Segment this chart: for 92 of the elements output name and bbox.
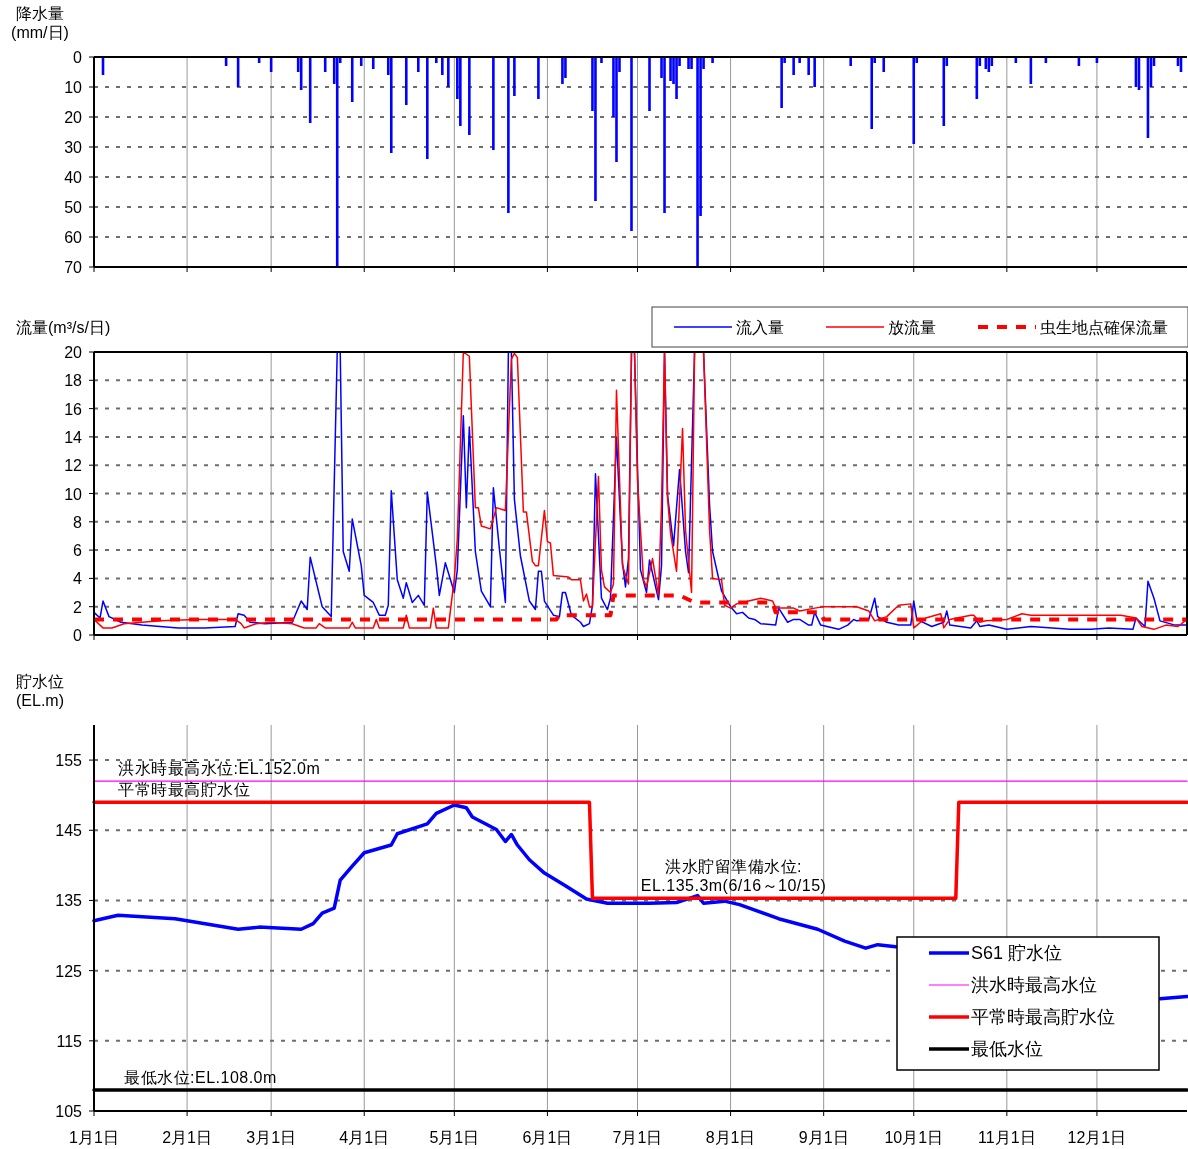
bar [507,57,510,213]
x-tick-label: 1月1日 [69,1129,119,1146]
y-tick-label: 125 [55,962,83,980]
y-tick-label: 0 [73,627,83,644]
legend-label: S61 貯水位 [971,943,1063,963]
y-tick-label: 8 [73,513,83,531]
y-tick-label: 10 [64,485,83,503]
y-tick-label: 12 [64,457,83,475]
y-tick-label: 20 [64,344,83,361]
x-tick-label: 3月1日 [246,1129,297,1146]
bar [417,57,420,72]
y-tick-label: 50 [64,199,83,216]
y-axis-title: 貯水位 (EL.m) [16,673,64,710]
bar [942,57,946,126]
bar [404,57,408,105]
y-tick-label: 40 [64,169,83,186]
bar [441,57,444,75]
y-tick-label: 10 [64,79,83,96]
bar [594,57,597,201]
y-tick-label: 20 [64,109,83,126]
y-tick-label: 0 [73,49,83,66]
y-tick-label: 145 [55,822,83,840]
bar [669,57,672,81]
annotation: 最低水位:EL.108.0m [124,1068,277,1086]
y-tick-label: 115 [56,1032,83,1050]
x-tick-label: 7月1日 [612,1129,663,1146]
legend-label: 洪水時最高水位 [971,975,1097,995]
bar [813,57,816,87]
x-tick-label: 5月1日 [429,1129,480,1146]
legend-label: 放流量 [888,319,936,336]
y-tick-label: 6 [73,542,83,560]
bar [690,57,693,69]
bar [807,57,810,75]
bar [600,57,603,63]
bar [648,57,651,111]
bar [780,57,783,108]
bar [687,57,690,69]
bar [849,57,852,66]
bar [870,57,874,129]
legend-label: 平常時最高貯水位 [971,1007,1115,1027]
bar [323,57,327,72]
x-tick-label: 6月1日 [522,1129,573,1146]
bar [447,57,450,87]
y-axis-title: 降水量 (mm/日) [11,5,69,42]
annotation: 洪水貯留準備水位: EL.135.3m(6/16～10/15) [640,858,827,895]
bar [798,57,801,63]
bar [912,57,916,144]
bar [561,57,564,84]
y-tick-label: 70 [64,259,83,276]
legend-label: 流入量 [736,319,784,336]
y-tick-label: 14 [64,428,83,446]
bar [675,57,678,99]
bar [389,57,393,153]
bar [882,57,886,72]
bar [435,57,438,63]
bar [459,57,462,126]
bar [537,57,540,99]
y-tick-label: 18 [64,372,83,390]
bar [630,57,633,231]
y-tick-label: 105 [55,1103,83,1120]
y-tick-label: 60 [64,229,83,246]
x-tick-label: 11月1日 [978,1129,1036,1146]
y-axis-title: 流量(m³/s/日) [16,319,111,336]
bar [468,57,471,135]
x-tick-label: 2月1日 [162,1129,212,1146]
x-tick-label: 12月1日 [1067,1129,1127,1146]
bar [663,57,666,213]
y-tick-label: 30 [64,139,83,156]
y-tick-label: 16 [64,400,83,418]
annotation: 洪水時最高水位:EL.152.0m [118,760,321,778]
legend-label: 虫生地点確保流量 [1040,319,1168,336]
bar [371,57,375,69]
bar [492,57,495,150]
bar [359,57,363,66]
bar [696,57,699,267]
x-tick-label: 8月1日 [705,1129,756,1146]
bar [350,57,354,102]
annotation: 平常時最高貯水位 [118,781,251,799]
bar [615,57,618,162]
x-tick-label: 9月1日 [798,1129,849,1146]
bar [426,57,429,159]
y-tick-label: 155 [55,752,83,770]
x-tick-label: 4月1日 [339,1129,390,1146]
y-tick-label: 2 [73,598,83,616]
bar [792,57,795,75]
bar [335,57,339,267]
legend-label: 最低水位 [971,1039,1043,1059]
x-tick-label: 10月1日 [884,1129,944,1146]
y-tick-label: 135 [55,892,83,910]
y-tick-label: 4 [73,570,83,588]
bar [711,57,714,63]
bar [513,57,516,96]
